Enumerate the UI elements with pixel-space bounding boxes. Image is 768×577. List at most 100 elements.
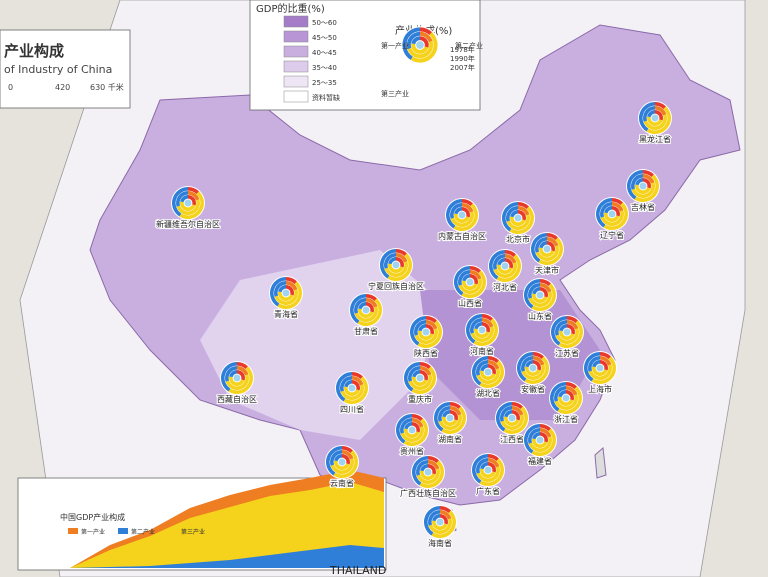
donut-segment — [566, 386, 578, 396]
donut-segment — [518, 210, 526, 221]
donut-segment — [533, 356, 545, 366]
donut-segment — [334, 454, 342, 462]
legend-label: 第二产业 — [131, 528, 155, 536]
donut-segment — [547, 233, 558, 240]
donut-segment — [344, 380, 352, 388]
donut-segment — [366, 302, 374, 313]
province-label: 广东省 — [476, 486, 500, 496]
donut-segment — [600, 352, 611, 359]
donut-segment — [496, 254, 522, 283]
donut-segment — [503, 406, 529, 435]
donut-segment — [639, 102, 655, 132]
donut-segment — [450, 402, 461, 409]
province-label: 上海市 — [588, 384, 612, 394]
donut-segment — [384, 261, 408, 277]
legend-label: 40～45 — [312, 49, 337, 57]
donut-segment — [428, 464, 436, 475]
province-label: 辽宁省 — [600, 230, 624, 240]
donut-segment — [533, 352, 544, 359]
legend-label: 资料暂缺 — [312, 93, 340, 102]
donut-segment — [634, 174, 659, 203]
province-label: 青海省 — [274, 309, 298, 319]
donut-segment — [488, 462, 496, 473]
donut-segment — [555, 320, 567, 336]
donut-segment — [643, 170, 654, 177]
donut-segment — [528, 436, 552, 452]
donut-segment — [557, 386, 583, 415]
province-label: 吉林省 — [631, 202, 655, 212]
donut-segment — [426, 324, 435, 335]
donut-segment — [352, 372, 363, 379]
donut-segment — [538, 237, 564, 266]
donut-segment — [179, 191, 205, 220]
donut-center — [466, 278, 474, 286]
donut-segment — [509, 206, 535, 235]
legend-label: 第一产业 — [381, 41, 409, 50]
donut-segment — [411, 376, 428, 387]
donut-center — [338, 458, 346, 466]
donut-segment — [528, 428, 540, 444]
province-label: 湖北省 — [476, 388, 500, 398]
province-label: 福建省 — [528, 456, 552, 466]
donut-segment — [188, 191, 200, 201]
donut-segment — [428, 456, 439, 463]
donut-segment — [441, 406, 467, 435]
donut-segment — [440, 510, 452, 520]
donut-segment — [412, 422, 420, 433]
donut-segment — [596, 198, 612, 228]
province-label: 山东省 — [528, 311, 552, 321]
donut-segment — [512, 402, 523, 409]
donut-segment — [411, 43, 429, 54]
donut-segment — [420, 370, 428, 381]
donut-segment — [472, 454, 488, 484]
donut-segment — [525, 366, 541, 376]
donut-segment — [505, 250, 516, 257]
donut-segment — [540, 432, 548, 443]
legend-label: 第三产业 — [381, 89, 409, 98]
donut-segment — [559, 324, 567, 332]
donut-segment — [512, 410, 520, 421]
donut-segment — [411, 36, 420, 45]
donut-center — [484, 466, 492, 474]
donut-segment — [440, 514, 448, 525]
donut-center — [536, 436, 544, 444]
donut-segment — [225, 366, 237, 382]
donut-segment — [426, 320, 438, 330]
donut-segment — [604, 206, 612, 214]
donut-segment — [462, 274, 470, 282]
donut-segment — [277, 291, 294, 302]
donut-segment — [591, 356, 617, 385]
donut-segment — [532, 438, 548, 448]
donut-segment — [431, 520, 448, 531]
donut-center — [436, 518, 444, 526]
donut-segment — [480, 364, 488, 372]
scale-label: 0 — [8, 83, 13, 92]
donut-segment — [600, 360, 608, 371]
province-label: 海南省 — [428, 538, 452, 548]
donut-segment — [383, 253, 396, 269]
donut-segment — [479, 468, 496, 479]
donut-center — [233, 374, 241, 382]
donut-segment — [496, 402, 512, 432]
donut-segment — [388, 257, 396, 265]
inset-area — [70, 478, 384, 568]
donut-segment — [462, 207, 470, 218]
province-label: 黑龙江省 — [639, 134, 671, 144]
donut-segment — [540, 287, 548, 298]
province-label: 江苏省 — [555, 348, 579, 358]
donut-segment — [539, 247, 555, 257]
donut-segment — [525, 360, 533, 368]
donut-segment — [497, 258, 505, 266]
donut-segment — [454, 207, 462, 215]
donut-segment — [506, 214, 530, 230]
donut-segment — [461, 280, 478, 291]
donut-center — [543, 245, 551, 253]
donut-segment — [419, 460, 445, 489]
donut-segment — [473, 328, 490, 339]
donut-segment — [470, 270, 482, 280]
donut-segment — [493, 262, 517, 278]
province-label: 河北省 — [493, 282, 517, 292]
donut-segment — [418, 330, 434, 341]
donut-segment — [470, 274, 478, 285]
donut-segment — [505, 258, 513, 269]
